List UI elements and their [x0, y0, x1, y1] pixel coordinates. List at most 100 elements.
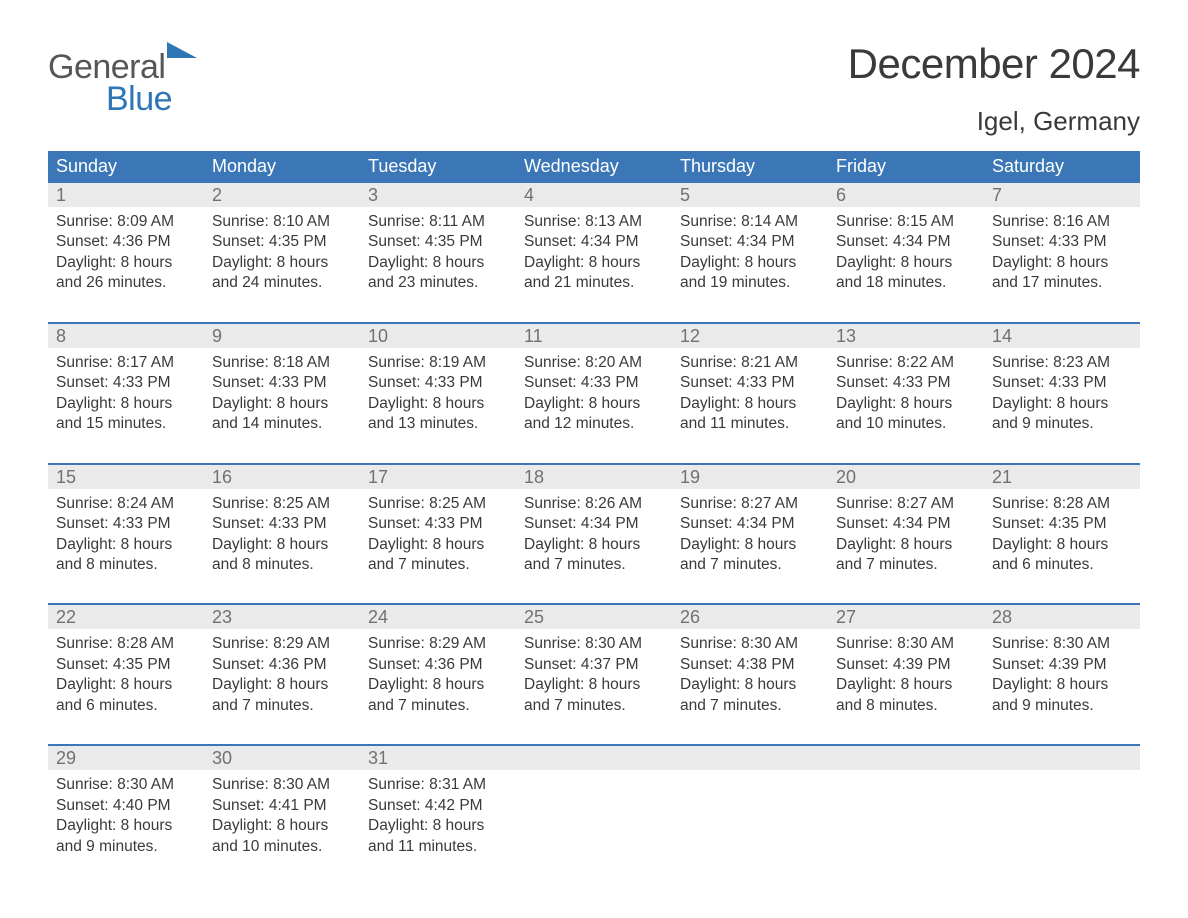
day-number: 8 [48, 324, 204, 348]
day-cell: Sunrise: 8:17 AMSunset: 4:33 PMDaylight:… [48, 348, 204, 445]
daylight-line: Daylight: 8 hours and 10 minutes. [212, 816, 352, 857]
day-number: 20 [828, 465, 984, 489]
week-row: 1234567Sunrise: 8:09 AMSunset: 4:36 PMDa… [48, 183, 1140, 304]
sunrise-line: Sunrise: 8:30 AM [680, 634, 820, 654]
daylight-line: Daylight: 8 hours and 13 minutes. [368, 394, 508, 435]
sunset-line: Sunset: 4:33 PM [836, 373, 976, 393]
daylight-line: Daylight: 8 hours and 7 minutes. [524, 535, 664, 576]
sunrise-line: Sunrise: 8:28 AM [992, 494, 1132, 514]
week-row: 15161718192021Sunrise: 8:24 AMSunset: 4:… [48, 463, 1140, 586]
day-cell: Sunrise: 8:29 AMSunset: 4:36 PMDaylight:… [204, 629, 360, 726]
day-number [672, 746, 828, 770]
day-cell: Sunrise: 8:30 AMSunset: 4:37 PMDaylight:… [516, 629, 672, 726]
day-cell: Sunrise: 8:15 AMSunset: 4:34 PMDaylight:… [828, 207, 984, 304]
daylight-line: Daylight: 8 hours and 23 minutes. [368, 253, 508, 294]
sunrise-line: Sunrise: 8:16 AM [992, 212, 1132, 232]
sunset-line: Sunset: 4:35 PM [368, 232, 508, 252]
sunrise-line: Sunrise: 8:17 AM [56, 353, 196, 373]
sunset-line: Sunset: 4:39 PM [992, 655, 1132, 675]
daylight-line: Daylight: 8 hours and 6 minutes. [56, 675, 196, 716]
week-row: 22232425262728Sunrise: 8:28 AMSunset: 4:… [48, 603, 1140, 726]
day-number: 6 [828, 183, 984, 207]
sunrise-line: Sunrise: 8:30 AM [836, 634, 976, 654]
daylight-line: Daylight: 8 hours and 11 minutes. [368, 816, 508, 857]
daylight-line: Daylight: 8 hours and 9 minutes. [992, 394, 1132, 435]
day-cell: Sunrise: 8:27 AMSunset: 4:34 PMDaylight:… [828, 489, 984, 586]
day-number: 27 [828, 605, 984, 629]
sunrise-line: Sunrise: 8:25 AM [212, 494, 352, 514]
sunrise-line: Sunrise: 8:22 AM [836, 353, 976, 373]
logo-triangle-icon [167, 40, 197, 60]
sunrise-line: Sunrise: 8:21 AM [680, 353, 820, 373]
daylight-line: Daylight: 8 hours and 8 minutes. [56, 535, 196, 576]
sunset-line: Sunset: 4:33 PM [212, 514, 352, 534]
sunrise-line: Sunrise: 8:14 AM [680, 212, 820, 232]
day-number: 28 [984, 605, 1140, 629]
day-number: 11 [516, 324, 672, 348]
day-cell: Sunrise: 8:18 AMSunset: 4:33 PMDaylight:… [204, 348, 360, 445]
sunrise-line: Sunrise: 8:10 AM [212, 212, 352, 232]
day-number: 21 [984, 465, 1140, 489]
sunset-line: Sunset: 4:34 PM [836, 514, 976, 534]
day-cell: Sunrise: 8:25 AMSunset: 4:33 PMDaylight:… [360, 489, 516, 586]
day-cell: Sunrise: 8:27 AMSunset: 4:34 PMDaylight:… [672, 489, 828, 586]
daylight-line: Daylight: 8 hours and 14 minutes. [212, 394, 352, 435]
month-title: December 2024 [848, 40, 1140, 88]
sunset-line: Sunset: 4:38 PM [680, 655, 820, 675]
sunrise-line: Sunrise: 8:30 AM [524, 634, 664, 654]
sunrise-line: Sunrise: 8:18 AM [212, 353, 352, 373]
daynum-stripe: 22232425262728 [48, 605, 1140, 629]
header-area: General Blue December 2024 Igel, Germany [48, 40, 1140, 137]
day-number: 3 [360, 183, 516, 207]
daylight-line: Daylight: 8 hours and 24 minutes. [212, 253, 352, 294]
sunset-line: Sunset: 4:35 PM [992, 514, 1132, 534]
day-number: 10 [360, 324, 516, 348]
sunrise-line: Sunrise: 8:26 AM [524, 494, 664, 514]
day-number [516, 746, 672, 770]
daylight-line: Daylight: 8 hours and 17 minutes. [992, 253, 1132, 294]
sunset-line: Sunset: 4:42 PM [368, 796, 508, 816]
day-number: 9 [204, 324, 360, 348]
daylight-line: Daylight: 8 hours and 9 minutes. [56, 816, 196, 857]
daylight-line: Daylight: 8 hours and 11 minutes. [680, 394, 820, 435]
day-cell: Sunrise: 8:13 AMSunset: 4:34 PMDaylight:… [516, 207, 672, 304]
day-number: 5 [672, 183, 828, 207]
day-cell: Sunrise: 8:16 AMSunset: 4:33 PMDaylight:… [984, 207, 1140, 304]
sunrise-line: Sunrise: 8:30 AM [56, 775, 196, 795]
daylight-line: Daylight: 8 hours and 7 minutes. [836, 535, 976, 576]
sunset-line: Sunset: 4:33 PM [680, 373, 820, 393]
day-number [828, 746, 984, 770]
sunrise-line: Sunrise: 8:15 AM [836, 212, 976, 232]
day-cell: Sunrise: 8:20 AMSunset: 4:33 PMDaylight:… [516, 348, 672, 445]
day-cell: Sunrise: 8:30 AMSunset: 4:40 PMDaylight:… [48, 770, 204, 867]
day-cell [516, 770, 672, 867]
sunset-line: Sunset: 4:36 PM [56, 232, 196, 252]
daynum-stripe: 15161718192021 [48, 465, 1140, 489]
day-number: 1 [48, 183, 204, 207]
day-number: 14 [984, 324, 1140, 348]
sunset-line: Sunset: 4:33 PM [212, 373, 352, 393]
day-number: 30 [204, 746, 360, 770]
daylight-line: Daylight: 8 hours and 18 minutes. [836, 253, 976, 294]
sunrise-line: Sunrise: 8:20 AM [524, 353, 664, 373]
day-number: 19 [672, 465, 828, 489]
sunset-line: Sunset: 4:36 PM [212, 655, 352, 675]
logo-word-blue: Blue [106, 80, 172, 118]
sunset-line: Sunset: 4:41 PM [212, 796, 352, 816]
day-cell: Sunrise: 8:31 AMSunset: 4:42 PMDaylight:… [360, 770, 516, 867]
day-number: 31 [360, 746, 516, 770]
day-cell [984, 770, 1140, 867]
sunset-line: Sunset: 4:36 PM [368, 655, 508, 675]
day-number: 24 [360, 605, 516, 629]
sunset-line: Sunset: 4:33 PM [368, 373, 508, 393]
title-block: December 2024 Igel, Germany [848, 40, 1140, 137]
day-cell: Sunrise: 8:21 AMSunset: 4:33 PMDaylight:… [672, 348, 828, 445]
weekday-header: Friday [828, 151, 984, 183]
sunset-line: Sunset: 4:34 PM [836, 232, 976, 252]
sunset-line: Sunset: 4:33 PM [992, 373, 1132, 393]
daylight-line: Daylight: 8 hours and 7 minutes. [680, 675, 820, 716]
day-number: 12 [672, 324, 828, 348]
sunrise-line: Sunrise: 8:19 AM [368, 353, 508, 373]
sunset-line: Sunset: 4:34 PM [680, 514, 820, 534]
sunset-line: Sunset: 4:33 PM [56, 514, 196, 534]
